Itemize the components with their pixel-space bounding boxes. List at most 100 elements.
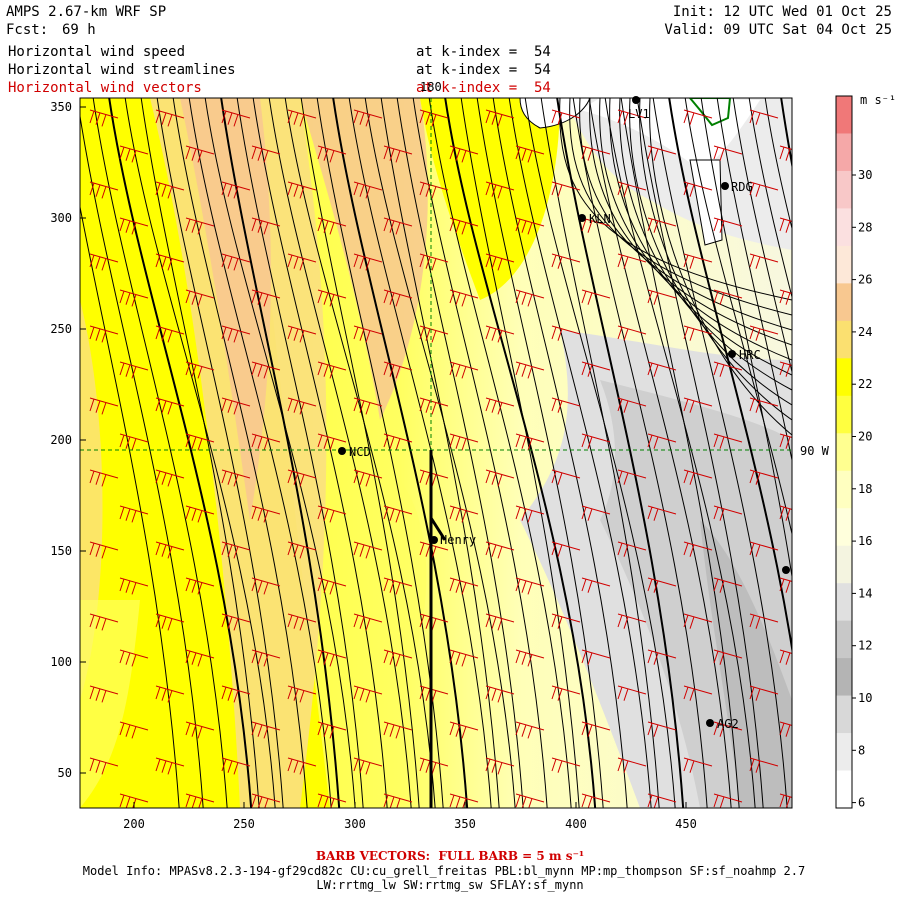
wind-barb [251, 649, 281, 667]
wind-barb [119, 721, 149, 739]
streamline [140, 98, 260, 808]
streamline [629, 98, 792, 406]
wind-barb [617, 109, 647, 125]
wind-barb [683, 109, 713, 125]
wind-barb [581, 433, 611, 449]
wind-barb [119, 577, 149, 595]
colorbar-cell [836, 433, 852, 472]
map-field [80, 98, 792, 808]
colorbar-label: 8 [858, 743, 865, 757]
wind-barb [419, 325, 449, 343]
x-tick-label: 200 [123, 817, 145, 831]
y-tick-label: 100 [50, 655, 72, 669]
x-tick-label: 250 [233, 817, 255, 831]
wind-barb [89, 613, 119, 631]
wind-barb [647, 217, 677, 233]
wind-barb [647, 289, 677, 305]
colorbar-label: 14 [858, 586, 872, 600]
wind-barb [749, 253, 779, 269]
wind-barb [287, 253, 317, 271]
y-tick-label: 250 [50, 322, 72, 336]
streamline [620, 98, 740, 808]
wind-barb [383, 433, 413, 451]
wind-barb [581, 649, 611, 665]
streamline [569, 98, 792, 316]
wind-barb [449, 433, 479, 451]
colorbar-label: 30 [858, 168, 872, 182]
svg-text:Henry: Henry [440, 533, 476, 547]
wind-barb [119, 361, 149, 379]
wind-barb [419, 613, 449, 631]
wind-barb [383, 217, 413, 235]
field-name-streamlines: Horizontal wind streamlines [8, 62, 236, 78]
field-level-speed: at k-index = 54 [416, 44, 551, 60]
wind-barb [647, 577, 677, 593]
wind-barb [383, 289, 413, 307]
streamline [636, 98, 764, 808]
wind-barb [155, 109, 185, 127]
wind-barb [287, 181, 317, 199]
wind-barb [485, 541, 515, 559]
stations: LV1 RDG KLN HRC NCD Henry AG2 [338, 96, 790, 731]
wind-barb [155, 757, 185, 775]
wind-barb [185, 505, 215, 523]
streamline [652, 98, 788, 808]
wind-barb [383, 577, 413, 595]
colorbar-cell [836, 508, 852, 547]
wind-barb [485, 325, 515, 343]
colorbar-label: 18 [858, 482, 872, 496]
streamline [268, 98, 412, 808]
x-tick-label: 400 [565, 817, 587, 831]
colorbar-cell [836, 283, 852, 322]
wind-barb [551, 541, 581, 557]
wind-barb [485, 181, 515, 199]
wind-barb [713, 361, 743, 377]
wind-barb [713, 433, 743, 449]
wind-barb [485, 469, 515, 487]
streamline [396, 98, 524, 808]
wind-barb [155, 685, 185, 703]
wind-barb [353, 109, 383, 127]
wind-barb [419, 685, 449, 703]
wind-barb [713, 721, 743, 737]
wind-barb [515, 793, 545, 808]
wind-barb [485, 685, 515, 703]
wind-barb [419, 397, 449, 415]
wind-barb [485, 757, 515, 775]
y-tick-label: 200 [50, 433, 72, 447]
streamline [649, 98, 792, 436]
streamline [252, 98, 388, 808]
wind-barb [485, 109, 515, 127]
wind-barb [749, 109, 779, 125]
streamline [236, 98, 364, 808]
wind-barb [779, 577, 792, 593]
wind-barb [515, 577, 545, 595]
wind-barb [155, 325, 185, 343]
wind-barb [419, 181, 449, 199]
y-tick-label: 300 [50, 211, 72, 225]
colorbar-cell [836, 695, 852, 734]
wind-barb [779, 433, 792, 449]
wind-barb [119, 433, 149, 451]
wind-barb [647, 721, 677, 737]
colorbar-cell [836, 170, 852, 209]
field-level-vectors: at k-index = 54 [416, 80, 551, 96]
wind-barb [779, 145, 792, 161]
streamline [92, 98, 228, 808]
wind-barb [449, 721, 479, 739]
wind-barb [683, 469, 713, 485]
colorbar-cell [836, 208, 852, 247]
wind-barb [485, 397, 515, 415]
colorbar-cell [836, 658, 852, 697]
colorbar-label: 22 [858, 377, 872, 391]
wind-barb [287, 541, 317, 559]
wind-barb [251, 361, 281, 379]
colorbar-cell [836, 395, 852, 434]
streamline [188, 98, 332, 808]
streamline [108, 98, 253, 808]
streamline [748, 98, 792, 300]
wind-barb [683, 253, 713, 269]
wind-barb [89, 253, 119, 271]
wind-barb [779, 721, 792, 737]
field-name-speed: Horizontal wind speed [8, 44, 186, 60]
